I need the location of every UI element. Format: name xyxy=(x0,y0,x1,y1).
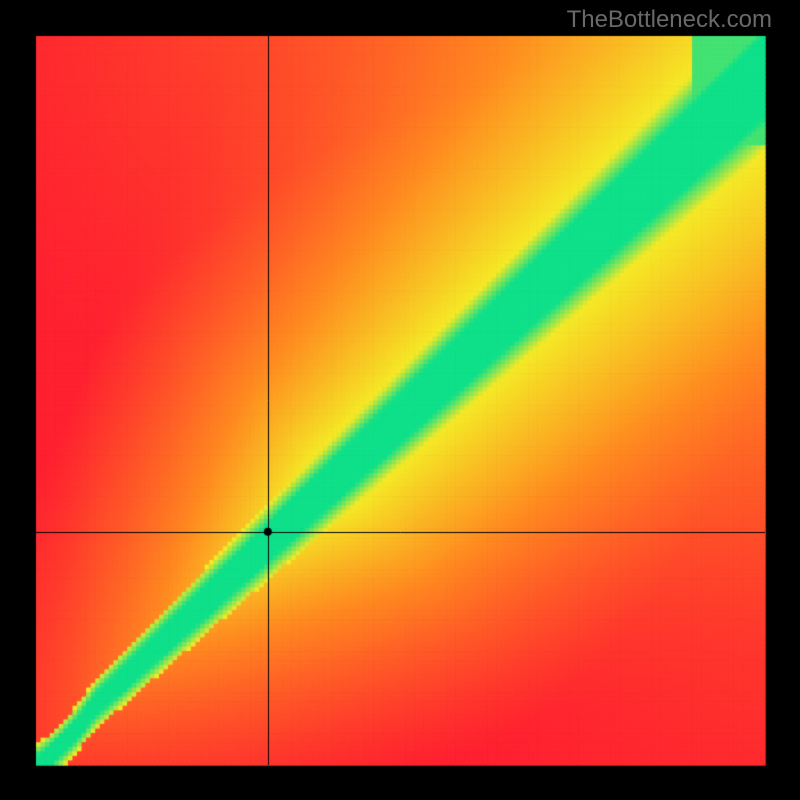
bottleneck-heatmap-canvas xyxy=(0,0,800,800)
bottleneck-heatmap-container: { "attribution": { "text": "TheBottlenec… xyxy=(0,0,800,800)
attribution-text: TheBottleneck.com xyxy=(567,6,772,34)
